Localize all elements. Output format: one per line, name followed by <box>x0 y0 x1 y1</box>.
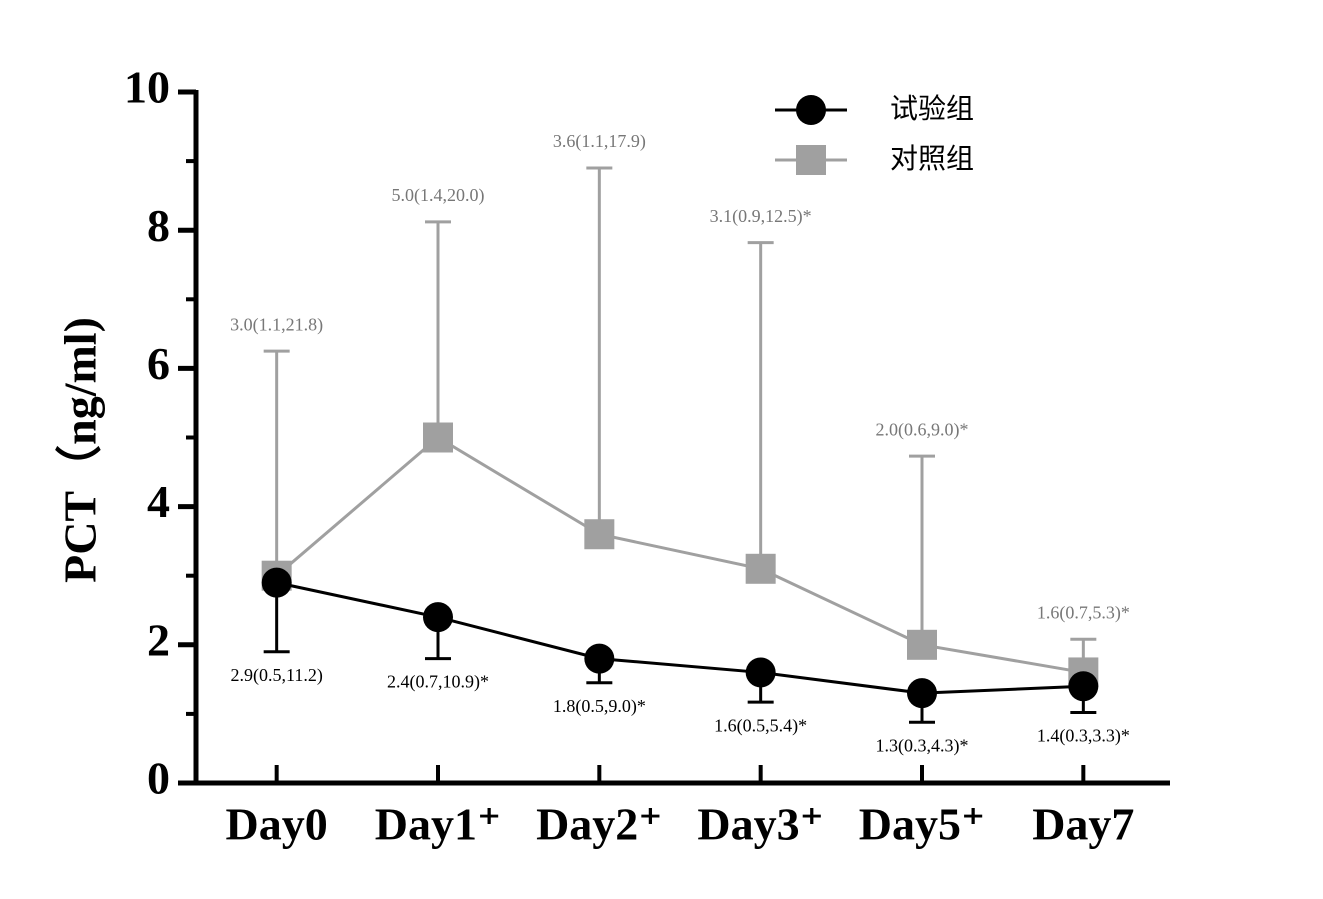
error-bar <box>263 349 290 576</box>
data-point <box>1068 671 1099 702</box>
data-point <box>907 678 937 709</box>
data-label: 1.3(0.3,4.3)* <box>876 735 969 756</box>
x-tick-label: Day2⁺ <box>536 799 663 850</box>
data-label: 3.0(1.1,21.8) <box>230 314 323 335</box>
x-tick-label: Day0 <box>226 799 328 850</box>
x-tick-label: Day3⁺ <box>697 799 824 850</box>
data-point <box>745 657 776 688</box>
y-tick-label: 8 <box>147 200 170 251</box>
series-line <box>275 435 1084 674</box>
data-label: 2.4(0.7,10.9)* <box>387 672 489 693</box>
data-point <box>423 602 453 633</box>
data-label: 2.0(0.6,9.0)* <box>876 419 969 440</box>
error-bar <box>586 166 613 535</box>
data-point <box>584 643 615 674</box>
legend-marker <box>796 145 826 175</box>
y-tick-label: 0 <box>147 753 170 804</box>
data-point <box>584 519 615 550</box>
y-tick-label: 10 <box>124 62 170 113</box>
data-point <box>907 629 937 660</box>
data-point <box>261 567 292 598</box>
x-tick-label: Day5⁺ <box>859 799 986 850</box>
x-tick-label: Day1⁺ <box>375 799 502 850</box>
error-bar <box>747 241 774 569</box>
data-label: 3.1(0.9,12.5)* <box>710 206 812 227</box>
series-line <box>276 581 1084 695</box>
y-tick-label: 2 <box>147 614 170 665</box>
data-label: 3.6(1.1,17.9) <box>553 131 646 152</box>
legend-label: 对照组 <box>890 142 974 175</box>
data-label: 5.0(1.4,20.0) <box>392 185 485 206</box>
legend-label: 试验组 <box>890 92 974 125</box>
data-label: 2.9(0.5,11.2) <box>231 665 323 686</box>
data-point <box>745 553 776 584</box>
data-label: 1.8(0.5,9.0)* <box>553 696 646 717</box>
data-label: 1.6(0.7,5.3)* <box>1037 602 1130 623</box>
data-point <box>423 422 453 453</box>
error-bar <box>425 220 451 438</box>
data-label: 1.4(0.3,3.3)* <box>1037 726 1130 747</box>
data-label: 1.6(0.5,5.4)* <box>714 715 807 736</box>
x-tick-label: Day7 <box>1032 799 1134 850</box>
legend-marker <box>796 95 826 125</box>
y-tick-label: 4 <box>147 476 170 527</box>
y-axis-label: PCT（ng/ml) <box>55 317 106 583</box>
error-bar <box>909 454 935 645</box>
y-tick-label: 6 <box>147 338 170 389</box>
